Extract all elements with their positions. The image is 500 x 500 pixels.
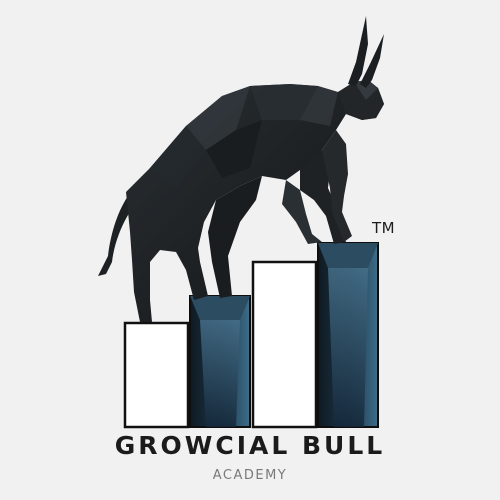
brand-name: GROWCIAL BULL [114, 431, 386, 460]
bar-1 [123, 321, 190, 429]
brand-subtitle: ACADEMY [212, 468, 288, 483]
trademark-mark: TM [372, 219, 396, 237]
bar-2 [189, 295, 251, 428]
bull-silhouette [98, 16, 384, 322]
bar-3 [251, 260, 318, 429]
bar-4 [317, 242, 379, 428]
